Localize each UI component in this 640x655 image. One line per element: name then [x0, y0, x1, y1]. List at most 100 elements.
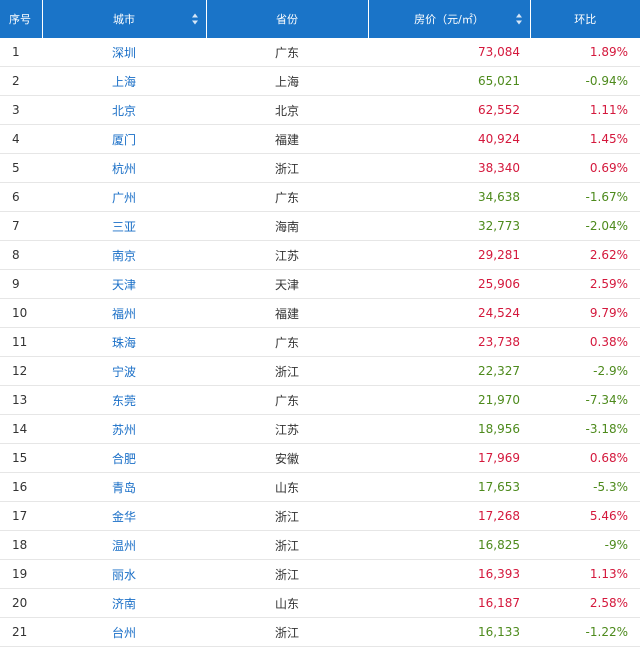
price-cell: 65,021 — [368, 66, 530, 96]
price-cell-text: 17,653 — [478, 480, 520, 494]
change-cell-text: 1.89% — [589, 45, 628, 59]
column-header-index: 序号 — [0, 0, 43, 38]
city-link-text[interactable]: 南京 — [111, 248, 136, 263]
price-cell: 29,281 — [368, 240, 530, 270]
city-link[interactable]: 合肥 — [42, 443, 206, 473]
table-row: 12 宁波 浙江 22,327 -2.9% — [0, 356, 640, 386]
change-cell: 5.46% — [530, 501, 640, 531]
province-cell: 江苏 — [206, 414, 368, 444]
change-cell: -2.04% — [530, 211, 640, 241]
row-index-text: 1 — [12, 45, 20, 59]
city-link-text[interactable]: 金华 — [111, 509, 136, 524]
row-index: 2 — [0, 66, 42, 96]
city-link[interactable]: 广州 — [42, 182, 206, 212]
province-cell: 广东 — [206, 38, 368, 67]
city-link-text[interactable]: 青岛 — [111, 480, 136, 495]
city-link-text[interactable]: 温州 — [111, 538, 136, 553]
row-index-text: 11 — [12, 335, 28, 349]
city-link-text[interactable]: 苏州 — [111, 422, 136, 437]
city-link-text[interactable]: 北京 — [111, 103, 136, 118]
row-index-text: 13 — [12, 393, 28, 407]
province-cell-text: 广东 — [274, 45, 299, 60]
city-link-text[interactable]: 珠海 — [111, 335, 136, 350]
province-cell-text: 江苏 — [274, 248, 299, 263]
row-index: 15 — [0, 443, 42, 473]
city-link[interactable]: 济南 — [42, 588, 206, 618]
city-link-text[interactable]: 广州 — [111, 190, 136, 205]
change-cell-text: -1.22% — [585, 625, 628, 639]
city-link[interactable]: 上海 — [42, 66, 206, 96]
price-cell-text: 16,393 — [478, 567, 520, 581]
city-link-text[interactable]: 台州 — [111, 625, 136, 640]
table-body: 1 深圳 广东 73,084 1.89% 2 上海 上海 65,021 -0.94% 3 北京 北京 62… — [0, 38, 640, 647]
city-link-text[interactable]: 合肥 — [111, 451, 136, 466]
city-link-text[interactable]: 天津 — [111, 277, 136, 292]
city-link[interactable]: 青岛 — [42, 472, 206, 502]
city-link-text[interactable]: 宁波 — [111, 364, 136, 379]
city-link-text[interactable]: 济南 — [111, 596, 136, 611]
row-index: 6 — [0, 182, 42, 212]
city-link[interactable]: 南京 — [42, 240, 206, 270]
row-index-text: 15 — [12, 451, 28, 465]
city-link[interactable]: 深圳 — [42, 38, 206, 67]
city-link[interactable]: 东莞 — [42, 385, 206, 415]
city-link[interactable]: 杭州 — [42, 153, 206, 183]
change-cell-text: 1.11% — [589, 103, 628, 117]
city-link[interactable]: 苏州 — [42, 414, 206, 444]
city-link-text[interactable]: 东莞 — [111, 393, 136, 408]
city-link-text[interactable]: 三亚 — [111, 219, 136, 234]
header-row: 序号 城市 省份 房价（元/㎡） 环比 — [0, 0, 640, 38]
change-cell: 0.68% — [530, 443, 640, 473]
city-link[interactable]: 丽水 — [42, 559, 206, 589]
change-cell-text: -0.94% — [585, 74, 628, 88]
city-link[interactable]: 厦门 — [42, 124, 206, 154]
price-cell-text: 73,084 — [478, 45, 520, 59]
price-cell: 73,084 — [368, 38, 530, 67]
city-link-text[interactable]: 福州 — [111, 306, 136, 321]
change-cell-text: 1.45% — [589, 132, 628, 146]
city-link-text[interactable]: 深圳 — [111, 45, 136, 60]
change-cell: 0.69% — [530, 153, 640, 183]
row-index: 19 — [0, 559, 42, 589]
province-cell: 广东 — [206, 385, 368, 415]
city-link-text[interactable]: 杭州 — [111, 161, 136, 176]
table-row: 19 丽水 浙江 16,393 1.13% — [0, 559, 640, 589]
city-link[interactable]: 金华 — [42, 501, 206, 531]
province-cell: 江苏 — [206, 240, 368, 270]
city-link-text[interactable]: 厦门 — [111, 132, 136, 147]
city-link[interactable]: 天津 — [42, 269, 206, 299]
column-header-price[interactable]: 房价（元/㎡） — [368, 0, 531, 38]
row-index-text: 16 — [12, 480, 28, 494]
row-index: 13 — [0, 385, 42, 415]
price-cell-text: 38,340 — [478, 161, 520, 175]
change-cell-text: -1.67% — [585, 190, 628, 204]
column-header-city[interactable]: 城市 — [42, 0, 207, 38]
city-link[interactable]: 宁波 — [42, 356, 206, 386]
price-cell-text: 40,924 — [478, 132, 520, 146]
change-cell-text: 2.59% — [589, 277, 628, 291]
row-index-text: 18 — [12, 538, 28, 552]
change-cell: -2.9% — [530, 356, 640, 386]
table-row: 21 台州 浙江 16,133 -1.22% — [0, 617, 640, 647]
sort-icon[interactable] — [515, 13, 523, 25]
city-link[interactable]: 三亚 — [42, 211, 206, 241]
city-link[interactable]: 福州 — [42, 298, 206, 328]
province-cell-text: 山东 — [274, 596, 299, 611]
table-row: 4 厦门 福建 40,924 1.45% — [0, 124, 640, 154]
city-link[interactable]: 珠海 — [42, 327, 206, 357]
price-cell-text: 25,906 — [478, 277, 520, 291]
change-cell: 1.11% — [530, 95, 640, 125]
city-link[interactable]: 温州 — [42, 530, 206, 560]
table-row: 14 苏州 江苏 18,956 -3.18% — [0, 414, 640, 444]
city-link[interactable]: 台州 — [42, 617, 206, 647]
row-index: 11 — [0, 327, 42, 357]
price-cell: 18,956 — [368, 414, 530, 444]
province-cell-text: 福建 — [274, 306, 299, 321]
city-link-text[interactable]: 上海 — [111, 74, 136, 89]
row-index-text: 6 — [12, 190, 20, 204]
sort-icon[interactable] — [191, 13, 199, 25]
city-link[interactable]: 北京 — [42, 95, 206, 125]
city-link-text[interactable]: 丽水 — [111, 567, 136, 582]
row-index-text: 3 — [12, 103, 20, 117]
row-index: 20 — [0, 588, 42, 618]
